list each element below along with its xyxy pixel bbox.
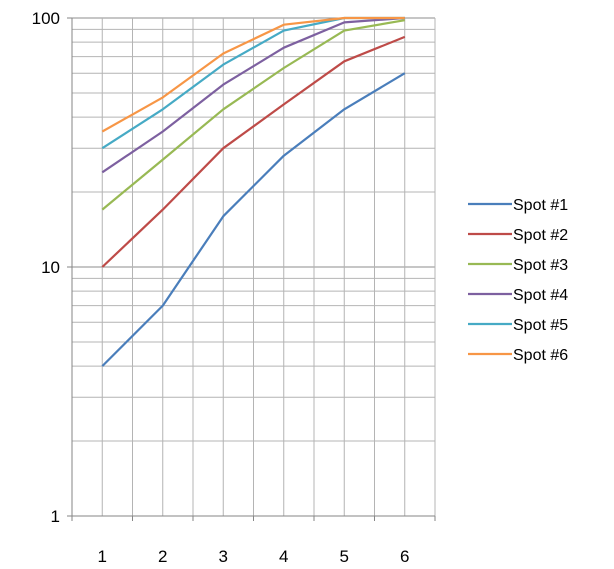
x-tick-label: 6 [400, 547, 409, 566]
legend-label: Spot #6 [513, 347, 568, 364]
legend-label: Spot #5 [513, 317, 568, 334]
x-tick-label: 4 [279, 547, 288, 566]
x-tick-label: 3 [219, 547, 228, 566]
axes: 1 10 100 1 2 3 4 5 6 [32, 9, 436, 566]
series-line-spot-4 [101, 16, 405, 174]
legend-label: Spot #2 [513, 227, 568, 244]
series-line-spot-6 [101, 16, 405, 133]
series-line-spot-2 [101, 35, 406, 268]
x-tick-label: 2 [158, 547, 167, 566]
legend: Spot #1 Spot #2 Spot #3 Spot #4 Spot #5 Spot … [468, 197, 568, 364]
grid [71, 17, 436, 517]
series-lines [101, 16, 406, 367]
series-line-spot-3 [101, 19, 405, 211]
y-tick-label: 1 [51, 507, 60, 526]
y-tick-label: 100 [32, 9, 60, 28]
x-tick-label: 1 [98, 547, 107, 566]
legend-label: Spot #4 [513, 287, 568, 304]
x-tick-label: 5 [340, 547, 349, 566]
legend-label: Spot #3 [513, 257, 568, 274]
legend-label: Spot #1 [513, 197, 568, 214]
series-line-spot-1 [101, 72, 406, 367]
y-tick-label: 10 [41, 258, 60, 277]
